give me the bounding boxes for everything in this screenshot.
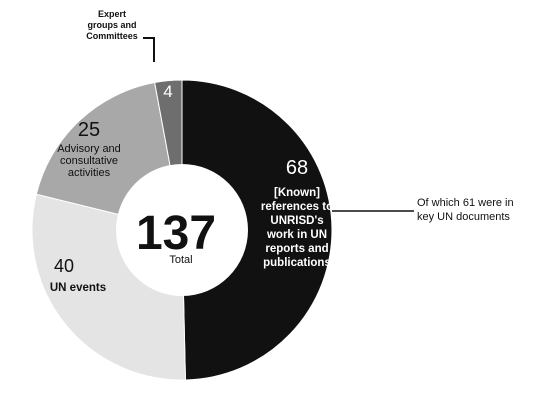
slice-value-label-1: 68 [286,157,308,179]
slice-category-label-1-line-6: publications [263,257,331,269]
callout-text-4-line-1: Expert [98,9,126,19]
slice-category-label-1-line-4: work in UN [266,229,327,241]
callout-layer: Of which 61 were in key UN documents Exper… [86,9,513,223]
label-layer: 68 [Known] references to UNRISD's work in UN… [50,82,333,294]
slice-category-label-3-line-1: Advisory and [57,143,121,155]
slice-value-label-4: 4 [163,82,172,101]
slice-category-label-1-line-3: UNRISD's [270,215,323,227]
total-label: Total [169,254,192,266]
center-hole [116,164,248,296]
callout-text-4-line-3: Committees [86,31,138,41]
slice-category-label-3-line-3: activities [68,167,111,179]
total-value: 137 [136,207,216,260]
slice-value-label-3: 25 [78,119,100,141]
callout-text-4-line-2: groups and [88,20,137,30]
slice-value-label-2: 40 [54,256,74,276]
callout-text-1-line-2: key UN documents [417,211,510,223]
callout-text-1-line-1: Of which 61 were in [417,197,514,209]
pie-slice-1 [181,79,333,381]
slice-category-label-2-line-1: UN events [50,282,106,294]
slice-category-label-1-line-1: [Known] [274,187,320,199]
slice-category-label-3-line-2: consultative [60,155,118,167]
slice-category-label-1-line-5: reports and [265,243,328,255]
slice-category-label-1-line-2: references to [261,201,333,213]
callout-line-4 [143,37,155,62]
